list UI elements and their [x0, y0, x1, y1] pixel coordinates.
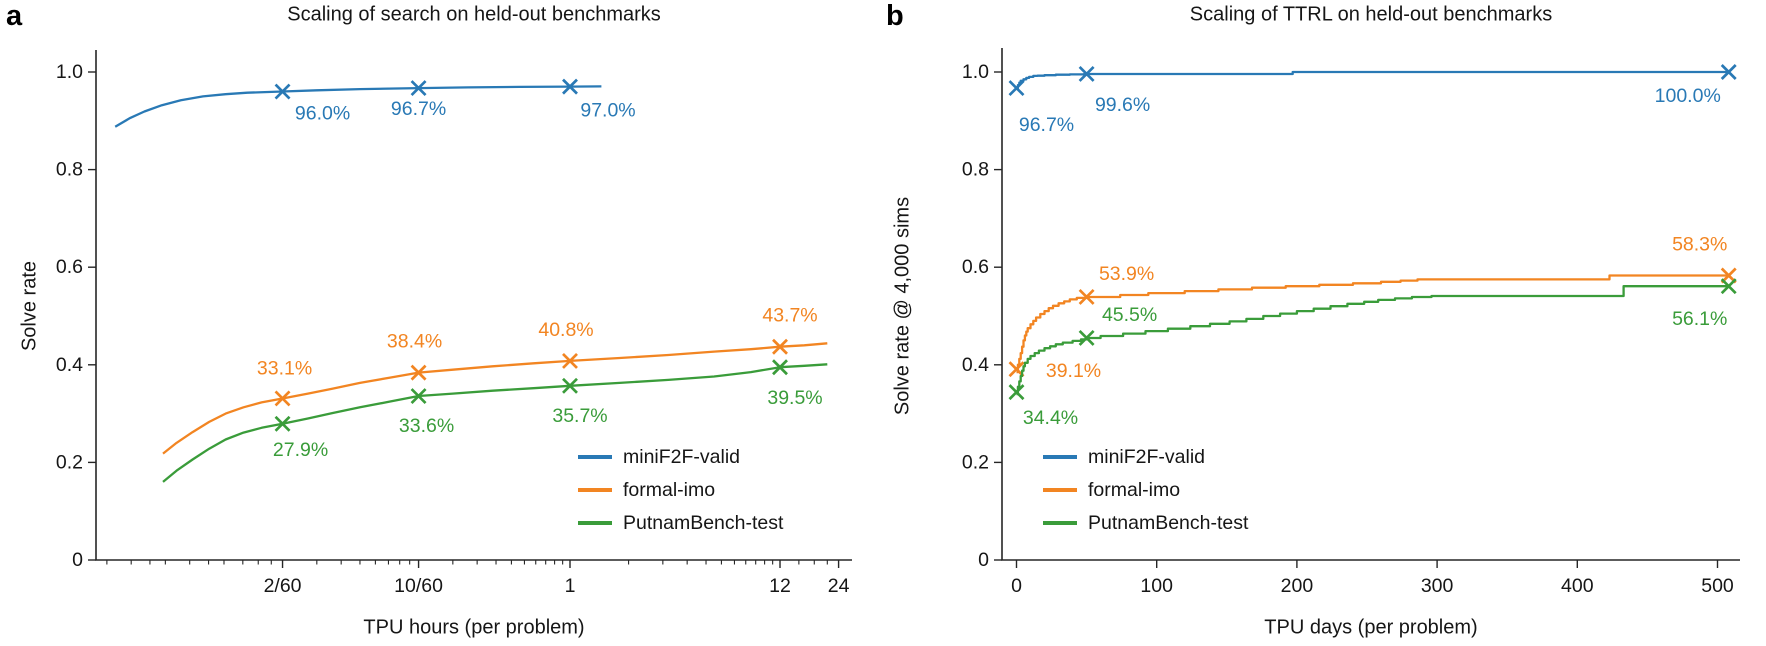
y-tick-label: 0	[72, 549, 83, 571]
data-marker-formal-imo	[1078, 289, 1095, 305]
x-tick-label: 500	[1701, 575, 1734, 597]
panel-a-letter: a	[6, 0, 23, 32]
value-annotation-miniF2F-valid: 100.0%	[1655, 85, 1721, 107]
x-tick-label: 2/60	[264, 575, 302, 597]
value-annotation-PutnamBench-test: 34.4%	[1023, 407, 1078, 429]
x-tick-label: 12	[769, 575, 791, 597]
y-tick-label: 0.6	[56, 256, 83, 278]
panel-b-yaxis-label: Solve rate @ 4,000 sims	[891, 196, 914, 416]
data-marker-PutnamBench-test	[772, 359, 788, 376]
x-tick-label: 200	[1281, 575, 1314, 597]
data-marker-miniF2F-valid	[1720, 64, 1737, 80]
y-tick-label: 0.4	[56, 354, 83, 376]
y-tick-label: 0	[978, 549, 989, 571]
y-tick-label: 1.0	[56, 61, 83, 83]
value-annotation-formal-imo: 38.4%	[387, 331, 442, 353]
x-tick-label: 1	[565, 575, 576, 597]
series-line-miniF2F-valid	[1016, 70, 1729, 90]
value-annotation-formal-imo: 58.3%	[1672, 233, 1727, 255]
y-tick-label: 0.8	[962, 159, 989, 181]
legend: miniF2F-valid formal-imo PutnamBench-test	[578, 446, 784, 534]
x-tick-label: 100	[1140, 575, 1173, 597]
y-tick-label: 0.2	[962, 451, 989, 473]
legend-label-miniF2F-valid: miniF2F-valid	[623, 446, 740, 468]
panel-a: 1.0 0.8 0.6 0.4 0.2 0 2/60 10/60 1 12 24 96.0% 96.7%…	[56, 50, 852, 597]
panel-a-title: Scaling of search on held-out benchmarks	[287, 3, 661, 26]
x-tick-label: 0	[1011, 575, 1022, 597]
data-marker-formal-imo	[562, 352, 578, 369]
data-marker-formal-imo	[772, 338, 788, 355]
x-tick-label: 10/60	[394, 575, 443, 597]
data-marker-PutnamBench-test	[410, 388, 427, 404]
legend: miniF2F-valid formal-imo PutnamBench-test	[1043, 446, 1249, 534]
legend-label-formal-imo: formal-imo	[623, 479, 715, 501]
series-line-miniF2F-valid	[114, 85, 602, 128]
data-marker-miniF2F-valid	[562, 78, 578, 95]
value-annotation-PutnamBench-test: 45.5%	[1102, 304, 1157, 326]
panel-b-title: Scaling of TTRL on held-out benchmarks	[1189, 3, 1553, 26]
value-annotation-miniF2F-valid: 96.0%	[295, 103, 350, 125]
value-annotation-formal-imo: 33.1%	[257, 357, 312, 379]
y-tick-label: 0.4	[962, 354, 989, 376]
y-tick-label: 1.0	[962, 61, 989, 83]
value-annotation-formal-imo: 53.9%	[1099, 263, 1154, 285]
series-line-PutnamBench-test	[162, 363, 828, 483]
legend-label-formal-imo: formal-imo	[1088, 479, 1180, 501]
value-annotation-formal-imo: 43.7%	[762, 305, 817, 327]
data-marker-PutnamBench-test	[274, 415, 291, 432]
x-tick-label: 300	[1421, 575, 1454, 597]
data-marker-formal-imo	[410, 364, 427, 381]
data-marker-formal-imo	[274, 390, 291, 407]
value-annotation-formal-imo: 40.8%	[538, 319, 593, 341]
value-annotation-PutnamBench-test: 39.5%	[767, 387, 822, 409]
data-marker-miniF2F-valid	[1078, 65, 1095, 82]
value-annotation-PutnamBench-test: 27.9%	[273, 439, 328, 461]
y-tick-label: 0.8	[56, 159, 83, 181]
data-marker-PutnamBench-test	[1078, 330, 1095, 346]
value-annotation-PutnamBench-test: 35.7%	[552, 405, 607, 427]
value-annotation-miniF2F-valid: 97.0%	[580, 100, 635, 122]
panel-b-xaxis-label: TPU days (per problem)	[1264, 616, 1478, 639]
data-marker-PutnamBench-test	[1720, 278, 1737, 295]
series-line-formal-imo	[162, 342, 828, 455]
axis-spines	[95, 50, 852, 561]
data-marker-PutnamBench-test	[1008, 384, 1025, 401]
data-marker-miniF2F-valid	[410, 80, 427, 97]
panel-a-xaxis-label: TPU hours (per problem)	[363, 616, 585, 639]
x-tick-label: 24	[828, 575, 850, 597]
data-marker-miniF2F-valid	[1008, 80, 1025, 97]
value-annotation-miniF2F-valid: 99.6%	[1095, 94, 1150, 116]
value-annotation-miniF2F-valid: 96.7%	[1019, 114, 1074, 136]
data-marker-miniF2F-valid	[274, 83, 291, 100]
panel-b: 1.0 0.8 0.6 0.4 0.2 00 100 200 300 400 500 96.7% 99.…	[962, 48, 1740, 597]
series-line-formal-imo	[1016, 274, 1729, 374]
value-annotation-PutnamBench-test: 33.6%	[399, 415, 454, 437]
legend-label-miniF2F-valid: miniF2F-valid	[1088, 446, 1205, 468]
legend-label-PutnamBench-test: PutnamBench-test	[1088, 512, 1249, 534]
panel-a-yaxis-label: Solve rate	[18, 260, 41, 352]
legend-label-PutnamBench-test: PutnamBench-test	[623, 512, 784, 534]
y-tick-label: 0.2	[56, 451, 83, 473]
value-annotation-PutnamBench-test: 56.1%	[1672, 308, 1727, 330]
series-line-PutnamBench-test	[1016, 285, 1729, 396]
x-tick-label: 400	[1561, 575, 1594, 597]
value-annotation-formal-imo: 39.1%	[1046, 360, 1101, 382]
value-annotation-miniF2F-valid: 96.7%	[391, 98, 446, 120]
panel-b-letter: b	[886, 0, 904, 32]
y-tick-label: 0.6	[962, 256, 989, 278]
data-marker-PutnamBench-test	[562, 377, 578, 394]
